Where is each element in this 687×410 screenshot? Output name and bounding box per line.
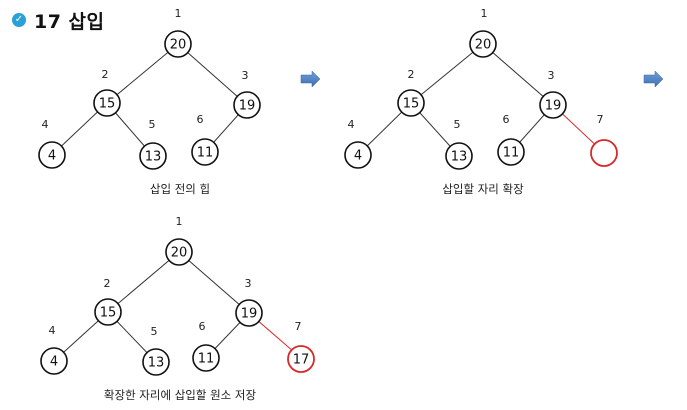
node-index: 4 [49,324,56,337]
node-value: 19 [241,307,258,322]
node-value: 17 [293,353,310,368]
node-value: 13 [148,356,165,371]
node-value: 4 [48,149,56,164]
node-index: 5 [149,118,156,131]
node-index: 2 [102,68,109,81]
panel-store-element: 20 1 15 2 19 3 4 4 13 5 [40,215,315,402]
node-index: 7 [295,320,302,333]
heap-node: 13 5 [142,325,170,376]
heap-node: 19 3 [235,277,263,327]
node-value: 15 [403,97,420,112]
heap-node: 15 2 [93,68,121,117]
heap-node: 15 2 [397,68,425,117]
node-value: 4 [50,355,58,370]
node-value: 13 [145,150,162,165]
heap-node: 4 4 [38,118,66,169]
node-value: 11 [503,146,520,161]
heap-node: 20 1 [164,7,192,58]
panel-caption: 삽입 전의 힙 [150,182,210,196]
panel-before-insert: 20 1 15 2 19 3 4 4 13 5 [38,7,261,196]
node-value: 20 [171,246,188,261]
heap-node: 13 5 [445,118,473,170]
node-value: 4 [354,149,362,164]
node-value: 20 [170,38,187,53]
node-index: 3 [242,69,249,82]
heap-node: 19 3 [539,69,567,119]
node-index: 7 [597,113,604,126]
node-index: 6 [503,113,510,126]
node-index: 1 [176,215,183,228]
node-value: 11 [198,352,215,367]
heap-node: 13 5 [139,118,167,170]
heap-node: 15 2 [94,277,122,326]
node-index: 4 [42,118,49,131]
node-index: 2 [104,277,111,290]
node-index: 1 [175,7,182,20]
node-index: 1 [481,7,488,20]
node-value: 13 [451,150,468,165]
right-arrow-icon [300,70,321,88]
right-arrow-icon [643,70,664,88]
heap-node: 4 4 [40,324,68,375]
heap-node: 20 1 [165,215,193,266]
node-value: 20 [475,38,492,53]
slide-title: ✓ 17 삽입 [12,6,105,34]
node-index: 5 [454,118,461,131]
panel-caption: 삽입할 자리 확장 [442,182,524,196]
node-index: 6 [197,113,204,126]
node-value: 15 [99,97,116,112]
node-value: 19 [239,99,256,114]
node-index: 4 [348,118,355,131]
heap-node: 4 4 [344,118,372,169]
heap-node: 20 1 [469,7,497,58]
check-circle-icon: ✓ [12,13,26,27]
heap-node-new-slot: 7 [590,113,618,167]
node-value: 15 [100,306,117,321]
node-value: 19 [545,99,562,114]
heap-node: 11 6 [497,113,525,166]
heap-node: 19 3 [233,69,261,119]
panel-expand-slot: 20 1 15 2 19 3 4 4 13 5 [344,7,618,196]
title-text: 17 삽입 [34,10,105,33]
node-index: 3 [548,69,555,82]
heap-node: 11 6 [192,320,220,372]
node-value: 11 [197,146,214,161]
heap-node: 11 6 [191,113,219,166]
node-index: 2 [408,68,415,81]
node-index: 3 [245,277,252,290]
heap-node-inserted: 17 7 [287,320,315,373]
panel-caption: 확장한 자리에 삽입할 원소 저장 [104,388,257,402]
node-index: 5 [151,325,158,338]
node-index: 6 [199,320,206,333]
